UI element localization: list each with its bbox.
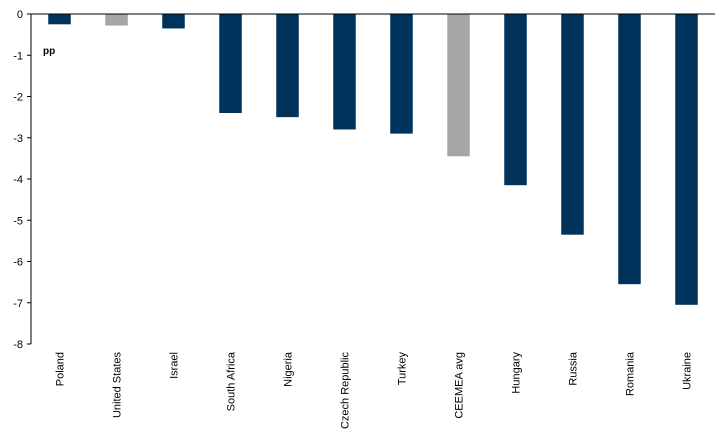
y-axis-tick-marks (27, 13, 31, 345)
bar-russia (561, 14, 584, 235)
bar-nigeria (276, 14, 299, 118)
x-category-label: Romania (625, 351, 637, 396)
bar-turkey (390, 14, 413, 134)
bar-israel (162, 14, 185, 29)
y-tick-label: -8 (13, 339, 23, 351)
x-category-label: Turkey (397, 352, 409, 386)
bar-united-states (105, 14, 128, 26)
y-tick-label: 0 (17, 9, 23, 21)
x-category-label: South Africa (226, 351, 238, 411)
bar-romania (618, 14, 641, 285)
x-category-label: CEEMEA avg (454, 352, 466, 419)
x-category-label: Poland (55, 352, 67, 386)
x-category-label: Nigeria (283, 351, 295, 387)
x-category-label: Czech Republic (340, 352, 352, 430)
y-tick-label: -2 (13, 92, 23, 104)
x-category-label: Russia (568, 351, 580, 386)
bar-hungary (504, 14, 527, 186)
bar-ukraine (675, 14, 698, 305)
x-category-label: Hungary (511, 352, 523, 394)
y-tick-label: -6 (13, 257, 23, 269)
bars (48, 14, 698, 305)
x-category-label: United States (112, 352, 124, 419)
y-tick-label: -7 (13, 298, 23, 310)
y-axis-tick-labels: 0 -1 -2 -3 -4 -5 -6 -7 -8 (13, 9, 23, 351)
x-axis-category-labels: Poland United States Israel South Africa Nig… (55, 351, 694, 429)
unit-label: pp (43, 46, 55, 57)
bar-czech-republic (333, 14, 356, 130)
bar-poland (48, 14, 71, 25)
y-tick-label: -4 (13, 174, 23, 186)
y-tick-label: -5 (13, 215, 23, 227)
y-tick-label: -3 (13, 133, 23, 145)
y-tick-label: -1 (13, 50, 23, 62)
x-category-label: Israel (169, 352, 181, 379)
bar-south-africa (219, 14, 242, 113)
bar-ceemea-avg (447, 14, 470, 157)
x-category-label: Ukraine (682, 352, 694, 390)
